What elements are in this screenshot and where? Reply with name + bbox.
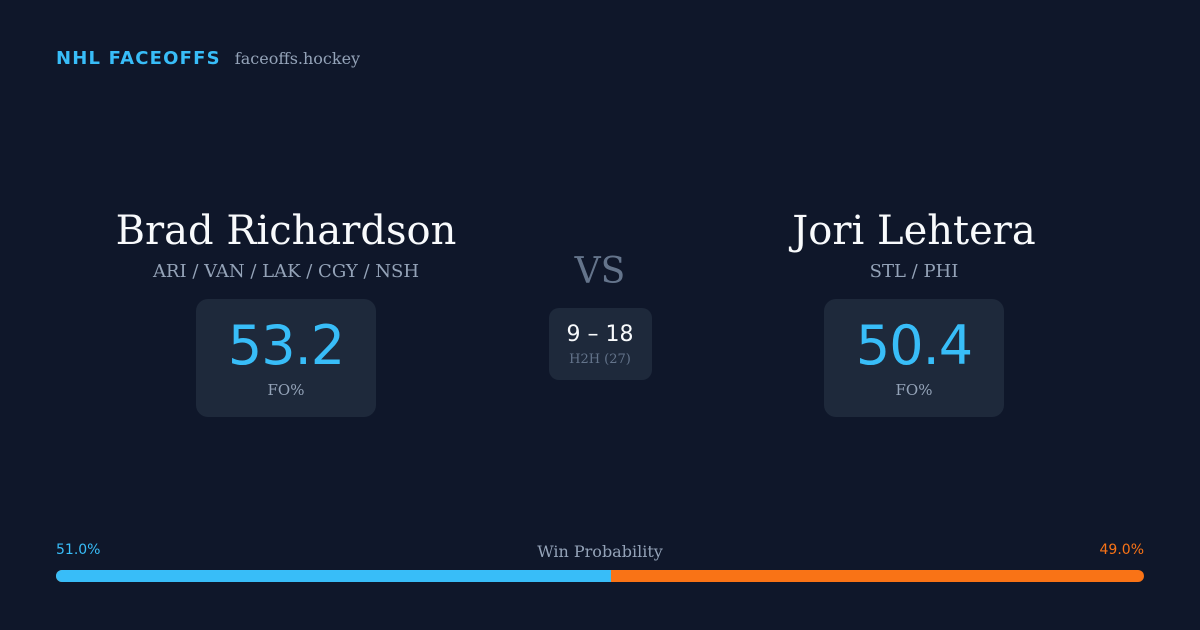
player-right-teams: STL / PHI [869, 261, 959, 282]
player-left-teams: ARI / VAN / LAK / CGY / NSH [152, 261, 420, 282]
h2h-score: 9 – 18 [566, 321, 634, 347]
player-right: Jori Lehtera STL / PHI 50.4 FO% [684, 205, 1144, 417]
player-right-fo-label: FO% [895, 381, 933, 399]
player-right-fo-value: 50.4 [855, 314, 973, 377]
win-probability: 51.0% Win Probability 49.0% [56, 542, 1144, 582]
player-left-name: Brad Richardson [115, 208, 457, 254]
brand-name: NHL FACEOFFS [56, 48, 221, 69]
player-right-stat-card: 50.4 FO% [823, 299, 1005, 417]
player-left-stat-card: 53.2 FO% [195, 299, 377, 417]
win-probability-right-pct: 49.0% [1099, 542, 1144, 558]
matchup-center: VS 9 – 18 H2H (27) [540, 252, 660, 380]
win-probability-left-pct: 51.0% [56, 542, 101, 558]
win-probability-labels: 51.0% Win Probability 49.0% [56, 542, 1144, 562]
h2h-label: H2H (27) [569, 351, 631, 367]
player-left: Brad Richardson ARI / VAN / LAK / CGY / … [56, 205, 516, 417]
win-probability-bar-left-fill [56, 570, 611, 582]
player-right-name: Jori Lehtera [792, 208, 1036, 254]
player-left-fo-label: FO% [267, 381, 305, 399]
h2h-card: 9 – 18 H2H (27) [548, 308, 652, 380]
brand-domain: faceoffs.hockey [234, 49, 361, 68]
win-probability-title: Win Probability [537, 542, 663, 561]
vs-label: VS [574, 251, 626, 292]
player-left-fo-value: 53.2 [227, 314, 345, 377]
brand-header: NHL FACEOFFS faceoffs.hockey [56, 48, 360, 69]
win-probability-bar [56, 570, 1144, 582]
